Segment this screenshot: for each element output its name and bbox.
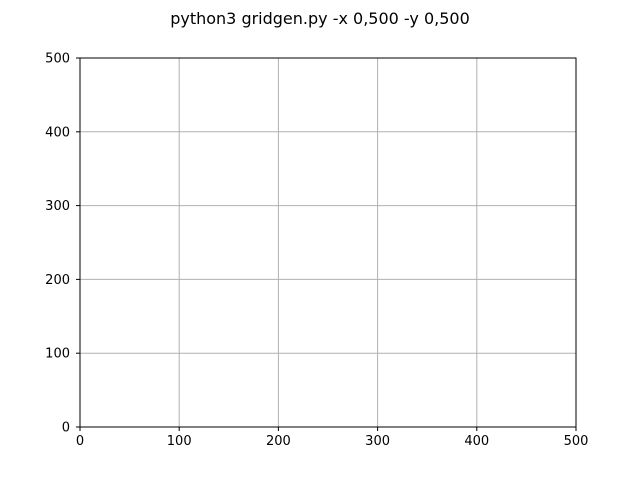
plot-area [80,58,576,427]
chart-title: python3 gridgen.py -x 0,500 -y 0,500 [170,9,470,28]
y-tick-label: 100 [45,347,70,362]
x-tick-label: 400 [464,434,489,449]
x-tick-label: 200 [266,434,291,449]
y-tick-label: 200 [45,273,70,288]
y-tick-label: 400 [45,125,70,140]
y-tick-label: 300 [45,199,70,214]
y-tick-label: 500 [45,52,70,67]
y-tick-label: 0 [62,421,70,436]
plot-frame [79,57,577,428]
x-tick-label: 100 [167,434,192,449]
y-axis-ticks [76,57,80,428]
x-axis-ticks [79,427,577,431]
x-tick-label: 0 [76,434,84,449]
x-axis-tick-labels: 0 100 200 300 400 500 [76,434,589,449]
x-tick-label: 300 [365,434,390,449]
x-tick-label: 500 [564,434,589,449]
y-axis-tick-labels: 0 100 200 300 400 500 [45,52,70,436]
